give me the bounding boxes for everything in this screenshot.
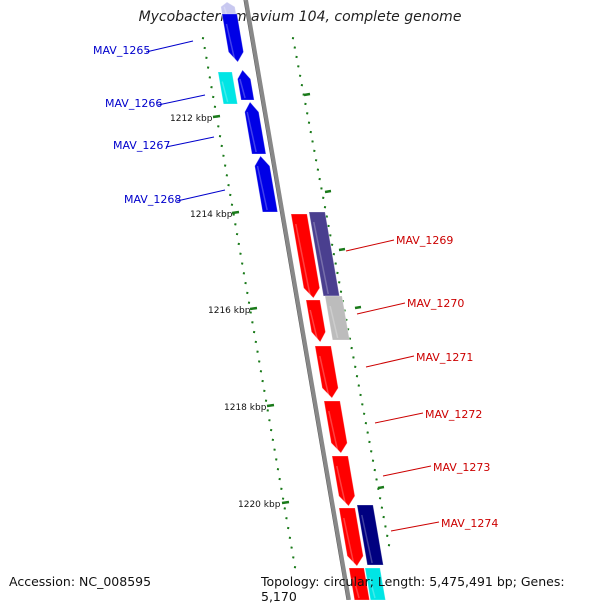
tick-label: 1218 kbp [224,403,267,413]
tick-label: 1220 kbp [238,500,281,510]
major-tick [355,307,361,308]
cds-mav-1266b [238,70,255,100]
gene-label: MAV_1265 [93,44,150,57]
gene-label: MAV_1270 [407,297,464,310]
gene-leader-line [166,137,214,147]
major-tick [267,405,274,406]
major-tick [282,502,289,503]
major-tick [213,116,220,117]
gene-leader-line [177,190,225,201]
gene-leader-line [366,356,414,367]
gene-label: MAV_1266 [105,97,162,110]
major-tick [325,191,331,192]
gene-leader-line [346,240,394,251]
gene-leader-line [357,303,405,314]
gene-label: MAV_1272 [425,408,482,421]
major-tick [339,249,345,250]
gene-leader-line [146,41,193,52]
cds-mav-1271 [315,346,338,398]
gene-leader-line [158,95,205,105]
tick-label: 1212 kbp [170,114,213,124]
gene-label: MAV_1267 [113,139,170,152]
cds-mav-1265 [222,14,244,62]
gene-label: MAV_1268 [124,193,181,206]
major-tick [304,94,310,95]
cds-mav-1266 [218,72,237,104]
major-tick [250,308,257,309]
cds-mav-1272 [324,401,347,453]
gene-leader-line [375,413,423,423]
major-tick [232,212,239,213]
gene-label: MAV_1274 [441,517,498,530]
gene-label: MAV_1271 [416,351,473,364]
accession-text: Accession: NC_008595 [9,574,151,589]
major-tick [378,487,384,488]
tick-label: 1216 kbp [208,306,251,316]
tick-label: 1214 kbp [190,210,233,220]
gene-label: MAV_1269 [396,234,453,247]
gene-label: MAV_1273 [433,461,490,474]
gene-leader-line [391,522,439,531]
gene-leader-line [383,466,431,476]
